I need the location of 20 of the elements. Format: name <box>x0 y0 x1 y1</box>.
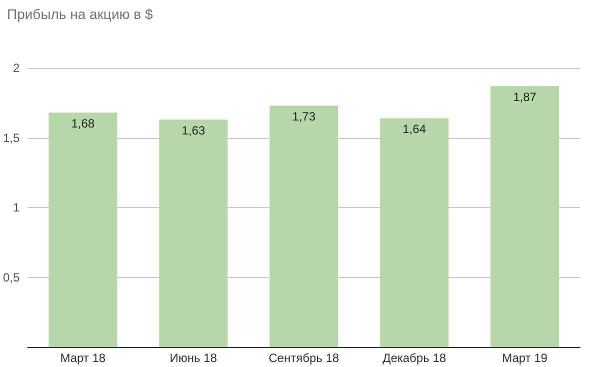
bar <box>380 118 449 347</box>
bar <box>159 120 228 347</box>
y-tick-label: 0,5 <box>2 270 20 284</box>
x-tick-label: Март 19 <box>502 351 548 365</box>
data-label: 1,63 <box>182 124 206 138</box>
data-label: 1,68 <box>71 116 95 131</box>
x-tick-label: Март 18 <box>60 351 106 365</box>
x-tick-label: Сентябрь 18 <box>268 351 340 365</box>
bar <box>490 86 560 347</box>
x-tick-label: Июнь 18 <box>170 351 218 365</box>
y-tick-label: 1,5 <box>2 130 20 145</box>
data-label: 1,64 <box>402 122 426 136</box>
bar <box>48 112 118 347</box>
y-tick-label: 2 <box>12 61 20 75</box>
chart-title: Прибыль на акцию в $ <box>7 6 153 22</box>
data-label: 1,73 <box>292 110 316 124</box>
data-label: 1,87 <box>513 90 537 104</box>
x-tick-label: Декабрь 18 <box>382 351 446 365</box>
bar <box>270 106 338 347</box>
y-tick-label: 1 <box>12 200 20 214</box>
